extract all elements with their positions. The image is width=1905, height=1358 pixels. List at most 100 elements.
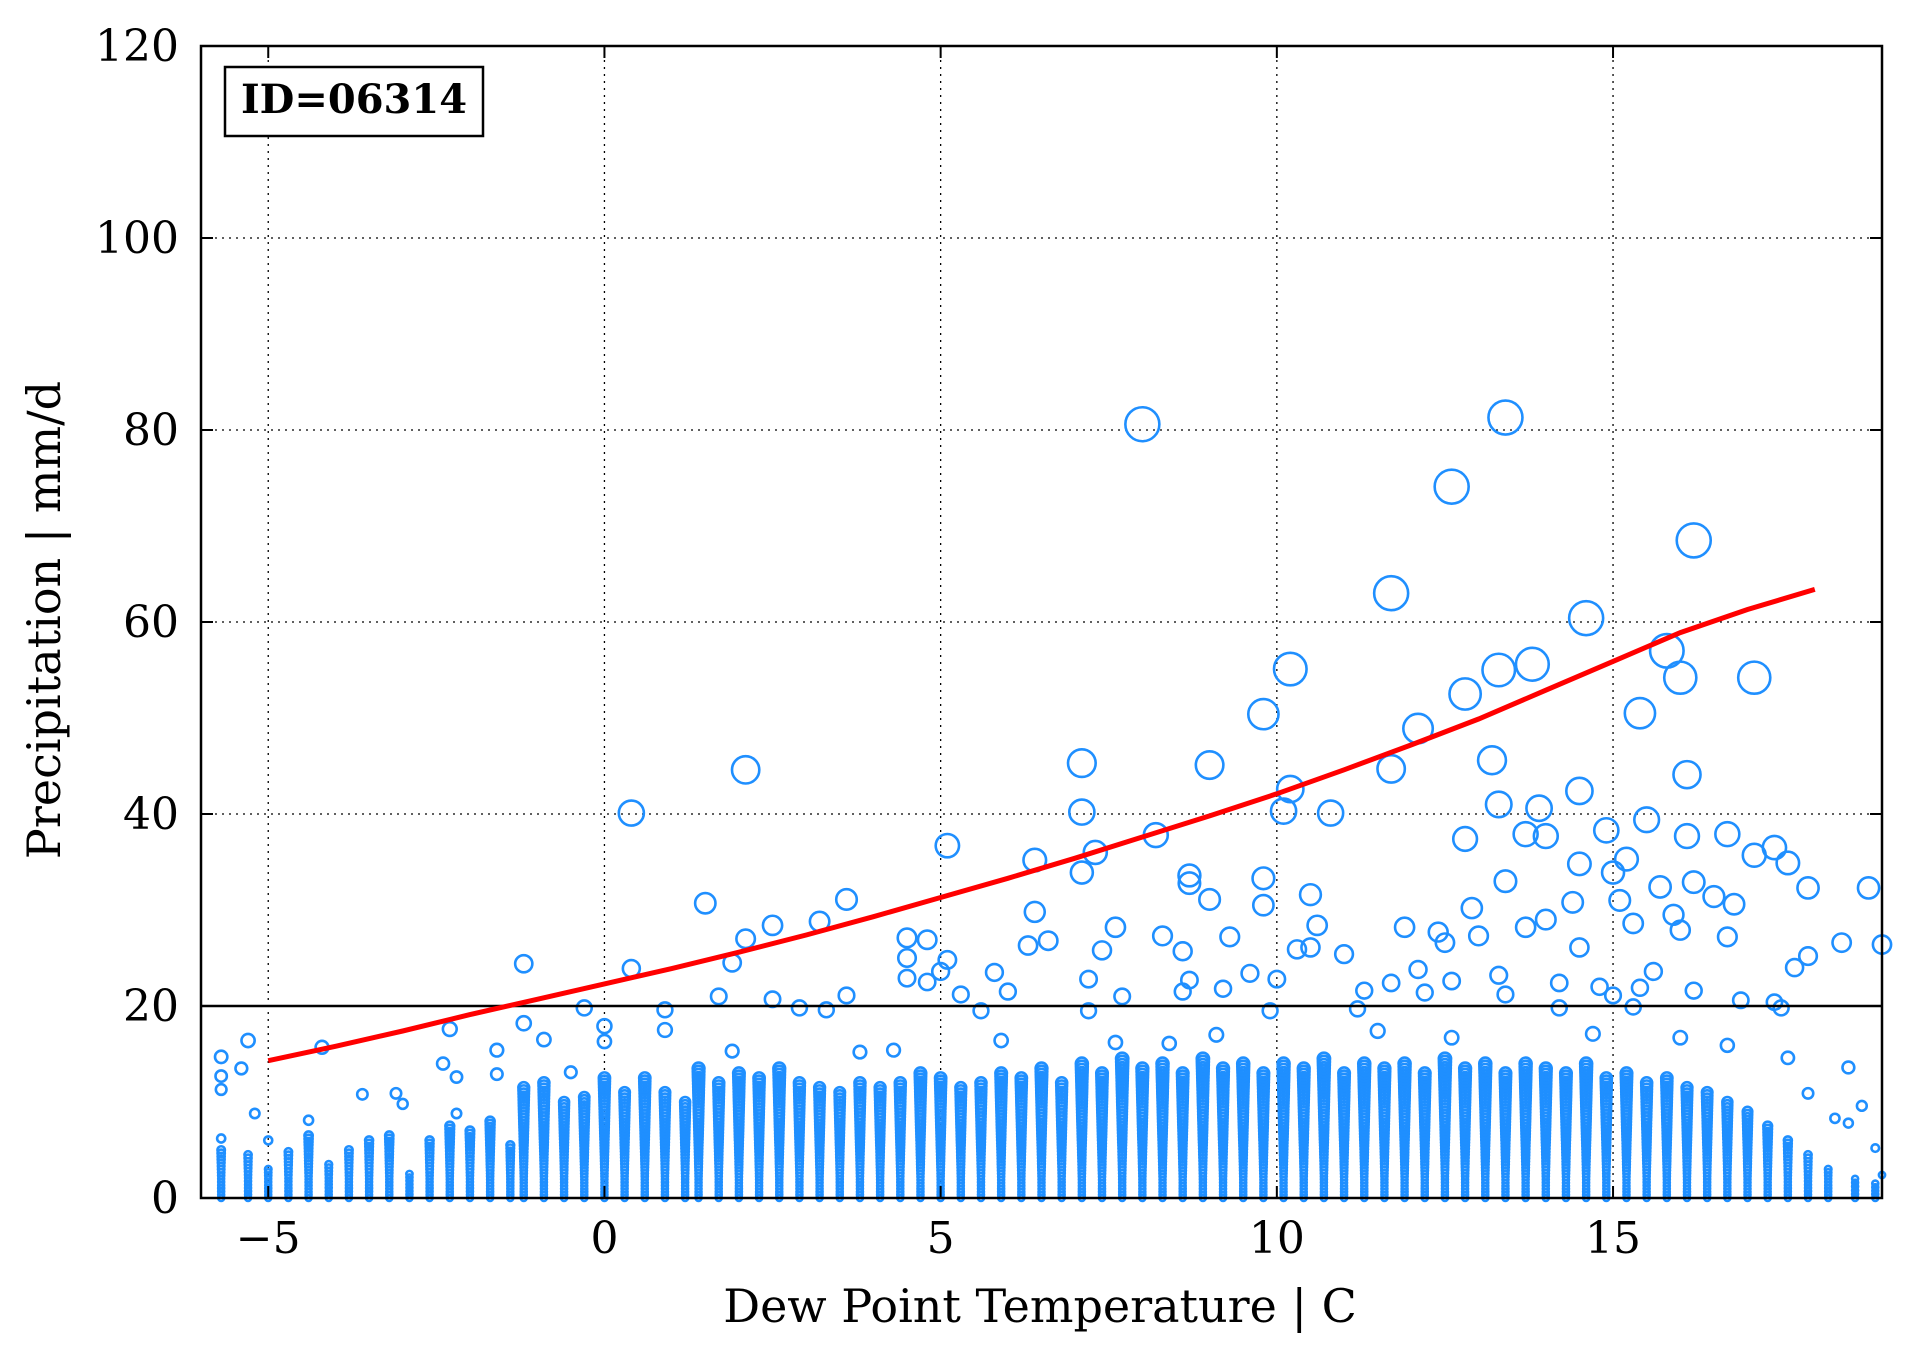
data-point [1269, 797, 1298, 825]
data-point [1796, 876, 1820, 900]
data-point [1584, 1025, 1601, 1042]
x-tick-label: 0 [590, 1213, 618, 1264]
data-point [563, 1065, 578, 1080]
data-point [1161, 1035, 1178, 1052]
data-point [984, 962, 1005, 983]
data-point [1619, 1066, 1634, 1081]
data-point [1569, 937, 1590, 958]
data-point [1037, 930, 1059, 952]
data-point [994, 1066, 1009, 1081]
data-point [1669, 919, 1692, 941]
data-point [1194, 749, 1225, 781]
data-point [1261, 1002, 1279, 1020]
data-point [1684, 981, 1703, 1000]
data-point [1731, 991, 1750, 1010]
data-point [1481, 652, 1517, 688]
data-point [557, 1095, 571, 1109]
data-point [234, 1061, 249, 1076]
data-point [596, 1017, 613, 1035]
data-point [1643, 961, 1664, 982]
data-point [1780, 1050, 1796, 1066]
data-point [1578, 1056, 1594, 1071]
data-point [513, 953, 534, 974]
data-point [213, 1049, 229, 1065]
y-tick-label: 100 [95, 213, 179, 264]
data-point [450, 1107, 463, 1120]
data-point [1525, 794, 1554, 823]
data-point [1316, 799, 1345, 827]
data-point [1251, 866, 1276, 891]
data-point [1300, 937, 1321, 958]
y-tick-label: 60 [123, 597, 179, 648]
data-point [1208, 1026, 1225, 1043]
data-point [1177, 863, 1202, 888]
data-point [812, 1080, 827, 1095]
data-point [1079, 969, 1099, 989]
data-point [1841, 1060, 1856, 1075]
data-point [449, 1070, 464, 1084]
data-point [658, 1085, 672, 1099]
data-point [1173, 982, 1192, 1001]
data-point [1443, 1029, 1460, 1046]
data-point [731, 1066, 746, 1081]
data-point [441, 1020, 458, 1038]
data-point [1069, 860, 1095, 885]
data-point [1772, 999, 1790, 1017]
data-point [1823, 1164, 1833, 1174]
data-point [1017, 935, 1039, 956]
data-point [1034, 1061, 1049, 1076]
data-point [1512, 820, 1539, 848]
data-point [1175, 1066, 1190, 1081]
data-point [1246, 697, 1280, 731]
data-point [893, 1076, 908, 1090]
data-point [1267, 969, 1287, 989]
data-point [1427, 921, 1449, 943]
data-point [1215, 1061, 1231, 1076]
data-point [1608, 888, 1632, 912]
data-point [1565, 776, 1594, 806]
data-point [761, 914, 784, 937]
data-point [1172, 941, 1193, 962]
data-point [363, 1135, 375, 1146]
data-point [1566, 851, 1592, 877]
data-point [1803, 1149, 1813, 1160]
data-point [1023, 900, 1047, 924]
data-point [1054, 1076, 1069, 1090]
data-point [656, 1001, 674, 1019]
data-point [1741, 1105, 1754, 1118]
data-point [1801, 1086, 1815, 1100]
data-point [577, 1090, 591, 1104]
data-point [1856, 876, 1881, 900]
data-point [709, 987, 728, 1006]
data-point [1296, 1061, 1311, 1076]
data-point [303, 1130, 315, 1142]
data-point [1870, 1142, 1881, 1154]
data-point [214, 1082, 228, 1097]
data-point [1672, 759, 1702, 790]
data-point [1286, 939, 1308, 960]
data-point [324, 1159, 334, 1170]
data-point [1700, 1085, 1714, 1099]
data-point [1337, 1066, 1352, 1081]
data-point [1534, 908, 1557, 931]
data-point [1493, 869, 1518, 894]
data-point [934, 832, 961, 859]
data-point [1716, 926, 1738, 948]
data-point [916, 929, 938, 951]
data-point [1376, 753, 1407, 784]
data-point [405, 1169, 414, 1179]
data-point [896, 927, 918, 949]
data-point [656, 1021, 674, 1039]
data-point [424, 1135, 435, 1146]
data-point [389, 1086, 403, 1100]
station-id-frame [223, 65, 485, 138]
data-point [1356, 1056, 1372, 1071]
data-point [324, 1163, 334, 1173]
data-point [817, 1001, 836, 1019]
data-point [1514, 646, 1551, 682]
data-point [1213, 979, 1233, 998]
data-point [917, 972, 937, 992]
data-point [1451, 825, 1479, 853]
data-point [262, 1135, 274, 1146]
data-point [535, 1031, 552, 1048]
